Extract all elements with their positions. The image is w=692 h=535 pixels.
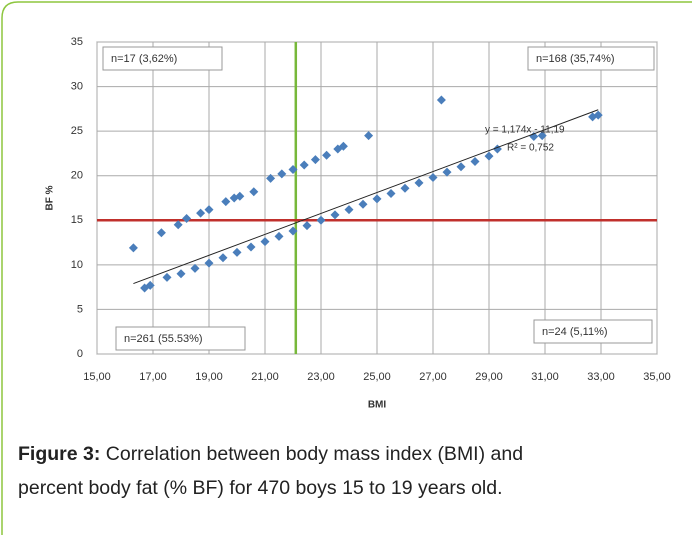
point (218, 253, 228, 263)
y-axis-label: BF % (45, 185, 56, 210)
point (190, 263, 200, 273)
caption-text: Correlation between body mass index (BMI… (100, 443, 523, 465)
point (288, 164, 298, 174)
point (288, 226, 298, 236)
point (436, 95, 446, 105)
point (593, 110, 603, 120)
point (344, 205, 354, 215)
y-tick-label: 5 (77, 303, 83, 315)
caption-text: percent body fat (% BF) for 470 boys 15 … (18, 477, 503, 499)
point (364, 131, 374, 141)
x-tick-label: 27,00 (419, 371, 447, 383)
point (277, 169, 287, 179)
annotation-box (102, 46, 223, 71)
annotation-box (527, 46, 655, 71)
point (372, 194, 382, 204)
point (235, 191, 245, 201)
point (484, 151, 494, 161)
annotation: n=17 (3,62%) (111, 53, 177, 65)
annotation-box (115, 326, 246, 351)
x-axis-label: BMI (368, 400, 387, 411)
x-tick-label: 29,00 (475, 371, 503, 383)
annotation: n=261 (55.53%) (124, 333, 203, 345)
point (221, 197, 231, 207)
caption: Figure 3: Correlation between body mass … (18, 443, 523, 465)
point (182, 214, 192, 224)
x-tick-label: 19,00 (195, 371, 223, 383)
y-tick-label: 30 (71, 80, 83, 92)
x-tick-label: 21,00 (251, 371, 279, 383)
y-tick-label: 35 (71, 36, 83, 48)
y-tick-label: 15 (71, 214, 83, 226)
x-tick-label: 23,00 (307, 371, 335, 383)
point (162, 272, 172, 282)
point (196, 208, 206, 218)
y-tick-label: 20 (71, 170, 83, 182)
point (330, 210, 340, 220)
trendline (133, 109, 599, 285)
point (316, 215, 326, 225)
point (358, 199, 368, 209)
point (386, 189, 396, 199)
point (249, 187, 259, 197)
point (128, 243, 138, 253)
point (274, 231, 284, 241)
point (176, 269, 186, 279)
x-tick-label: 35,00 (643, 371, 671, 383)
point (456, 162, 466, 172)
x-tick-label: 33,00 (587, 371, 615, 383)
point (428, 172, 438, 182)
point (442, 167, 452, 177)
point (414, 178, 424, 188)
point (338, 141, 348, 151)
annotation-box (533, 319, 653, 344)
point (537, 131, 547, 141)
y-tick-label: 10 (71, 259, 83, 271)
point (232, 247, 242, 257)
y-tick-label: 0 (77, 348, 83, 360)
point (400, 183, 410, 193)
trendline-equation: y = 1,174x - 11,19 (485, 125, 565, 136)
point (156, 228, 166, 238)
point (299, 160, 309, 170)
point (470, 156, 480, 166)
point (246, 242, 256, 252)
x-tick-label: 31,00 (531, 371, 559, 383)
caption-label: Figure 3: (18, 443, 100, 465)
point (145, 280, 155, 290)
point (322, 150, 332, 160)
x-tick-label: 15,00 (83, 371, 111, 383)
trendline-r2: R² = 0,752 (507, 143, 554, 154)
point (204, 258, 214, 268)
point (302, 221, 312, 231)
point (260, 237, 270, 247)
x-tick-label: 25,00 (363, 371, 391, 383)
point (266, 173, 276, 183)
point (173, 220, 183, 230)
annotation: n=168 (35,74%) (536, 53, 615, 65)
y-tick-label: 25 (71, 125, 83, 137)
point (204, 205, 214, 215)
x-tick-label: 17,00 (139, 371, 167, 383)
annotation: n=24 (5,11%) (542, 326, 608, 338)
point (310, 155, 320, 165)
